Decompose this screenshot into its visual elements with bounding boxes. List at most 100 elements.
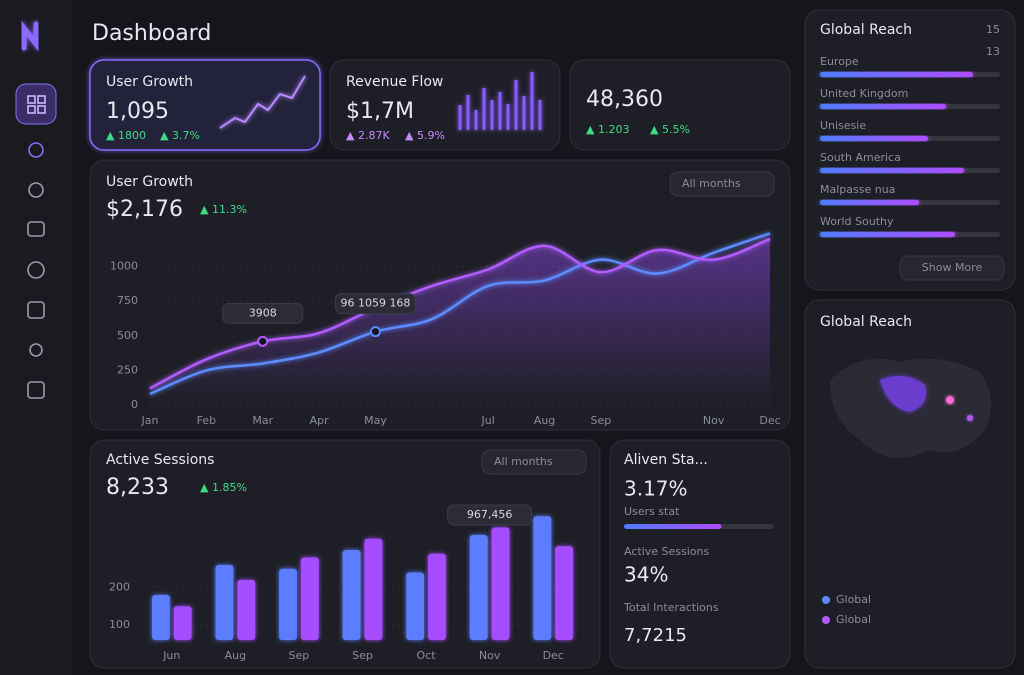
region-count: 15	[986, 23, 1000, 36]
card-change: ▲ 5.9%	[405, 129, 445, 142]
bar	[406, 572, 425, 640]
stat-value: 3.17%	[624, 477, 688, 501]
bar	[300, 557, 319, 640]
map-highlight	[880, 376, 926, 412]
user-growth-card	[89, 59, 321, 151]
x-tick-label: Aug	[225, 649, 246, 662]
tooltip	[222, 302, 304, 324]
logo	[21, 20, 39, 52]
tooltip-label: 96 1059 168	[340, 297, 410, 310]
x-tick-label: Mar	[252, 414, 273, 427]
x-tick-label: Dec	[759, 414, 780, 427]
region-bar	[820, 104, 946, 109]
bar-chart: 100 200 Jun Aug Sep Sep Oct Nov Dec 967,456	[109, 504, 585, 662]
x-tick-label: Oct	[417, 649, 437, 662]
bar	[342, 550, 361, 640]
month-dropdown[interactable]	[481, 449, 587, 475]
nav-users[interactable]	[28, 142, 44, 158]
y-tick-label: 500	[117, 329, 138, 342]
point	[369, 326, 381, 338]
nav-help[interactable]	[27, 381, 45, 399]
legend-label: Global	[836, 593, 871, 606]
dropdown-label: All months	[682, 177, 741, 190]
card-value: 1,095	[106, 99, 169, 124]
dropdown-label: All months	[494, 455, 553, 468]
x-tick-label: Sep	[289, 649, 310, 662]
tooltip-label: 967,456	[467, 508, 513, 521]
region-label: South America	[820, 151, 901, 164]
card-value: 48,360	[586, 87, 663, 112]
y-tick-label: 250	[117, 363, 138, 376]
x-tick-label: Jan	[141, 414, 159, 427]
chart-title: User Growth	[106, 174, 193, 190]
x-tick-label: May	[364, 414, 387, 427]
legend-swatch	[822, 616, 830, 624]
month-dropdown[interactable]	[669, 171, 775, 197]
chart-title: Active Sessions	[106, 452, 214, 468]
bar	[364, 538, 383, 640]
show-more-button[interactable]	[899, 255, 1005, 281]
region-label: Europe	[820, 55, 859, 68]
nav-reports[interactable]	[27, 301, 45, 319]
stat-value: 34%	[624, 563, 668, 587]
nav-profile[interactable]	[28, 182, 44, 198]
sparkbars	[458, 72, 542, 130]
card-change: ▲ 1800	[106, 129, 146, 142]
region-rows: Europe United Kingdom Unisesie South Americ…	[820, 55, 1000, 237]
x-tick-label: Sep	[352, 649, 373, 662]
region-bar	[820, 200, 919, 205]
legend-label: Global	[836, 613, 871, 626]
chart-value: 8,233	[106, 475, 169, 500]
area	[150, 238, 770, 405]
x-tick-label: Nov	[479, 649, 501, 662]
tooltip	[334, 293, 416, 315]
bar	[215, 565, 234, 640]
card-title: Revenue Flow	[346, 74, 443, 90]
region-bar	[820, 136, 928, 141]
tooltip-label: 3908	[249, 306, 277, 319]
line-chart: 0 250 500 750 1000 Jan Feb Mar Apr May Jul Aug Sep No…	[110, 232, 781, 427]
card-value: $1,7M	[346, 99, 414, 124]
x-tick-label: Apr	[310, 414, 330, 427]
region-label: Unisesie	[820, 119, 866, 132]
stats-title: Aliven Sta...	[624, 452, 708, 468]
bar	[279, 568, 297, 640]
x-tick-label: Feb	[197, 414, 216, 427]
button-label: Show More	[922, 261, 983, 274]
sparkline	[219, 75, 306, 129]
nav-dashboard-icon	[27, 95, 46, 114]
bar	[533, 516, 552, 640]
card-change: ▲ 3.7%	[160, 129, 200, 142]
nav-settings[interactable]	[29, 343, 43, 357]
region-card	[804, 9, 1016, 291]
chart-change: ▲ 1.85%	[200, 481, 247, 494]
region-bar	[820, 168, 964, 173]
region-count: 13	[986, 45, 1000, 58]
legend-swatch	[822, 596, 830, 604]
x-tick-label: Jul	[481, 414, 495, 427]
tooltip	[447, 504, 533, 526]
region-bar	[820, 72, 973, 77]
bar	[428, 553, 446, 640]
stat-label: Active Sessions	[624, 545, 709, 558]
chart-value: $2,176	[106, 197, 183, 222]
region-title: Global Reach	[820, 22, 912, 38]
card-change: ▲ 5.5%	[650, 123, 690, 136]
y-tick-label: 1000	[110, 260, 138, 273]
region-label: World Southy	[820, 215, 894, 228]
point	[257, 335, 269, 347]
region-label: United Kingdom	[820, 87, 908, 100]
progress-bar	[624, 524, 722, 529]
x-tick-label: Aug	[534, 414, 555, 427]
y-tick-label: 200	[109, 581, 130, 594]
card-change: ▲ 1.203	[586, 123, 629, 136]
stat-value: 7,7215	[624, 625, 687, 646]
nav-globe[interactable]	[27, 261, 45, 279]
y-tick-label: 0	[131, 398, 138, 411]
x-tick-label: Sep	[591, 414, 612, 427]
nav-dashboard[interactable]	[15, 83, 57, 125]
card-change: ▲ 2.87K	[346, 129, 390, 142]
nav-calendar[interactable]	[27, 221, 45, 237]
